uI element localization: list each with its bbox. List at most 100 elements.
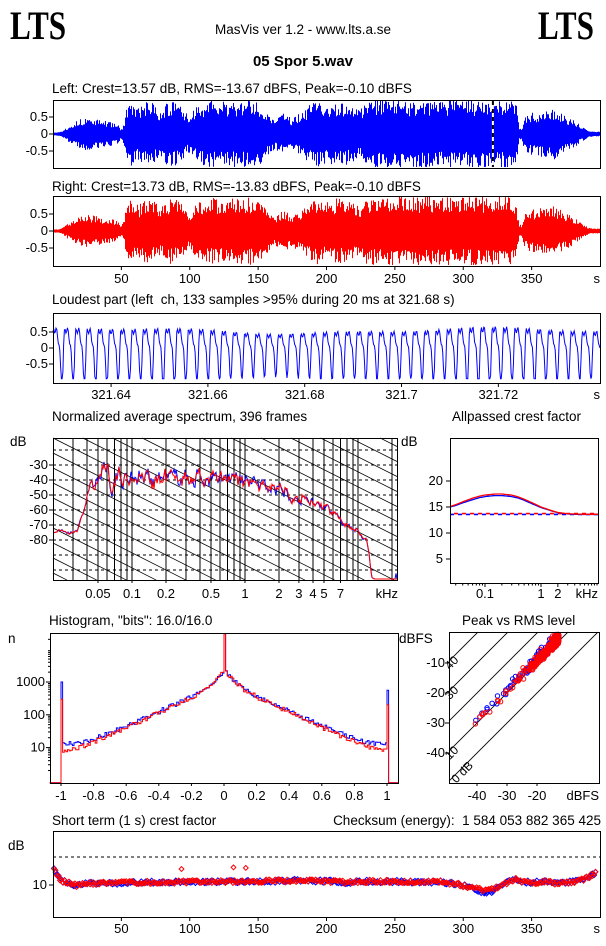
plot-box [53, 831, 601, 918]
crest-point [104, 879, 112, 886]
frame-point-right [477, 714, 483, 720]
frame-point-left [484, 705, 490, 711]
frame-point-right [487, 709, 493, 715]
frame-point-left [494, 693, 501, 699]
frame-point-right [551, 641, 558, 647]
tick-label: 0 [41, 340, 48, 355]
tick-label: s [594, 271, 601, 286]
tick-label: -50 [29, 487, 48, 502]
crest-point [141, 880, 148, 887]
logo-right: LTS [537, 3, 594, 48]
frame-point-right [520, 676, 527, 682]
crest-point [243, 879, 250, 886]
frame-point-left [473, 717, 479, 723]
crest-point [554, 881, 562, 888]
crest-diagonal [448, 631, 599, 782]
waveform-trace [53, 197, 600, 265]
tick-label: -30 [426, 715, 445, 730]
frame-point-left [489, 700, 495, 706]
tick-label: -1 [55, 788, 67, 803]
tick-label: -0.4 [148, 788, 170, 803]
frame-point-right [503, 688, 509, 694]
tick-label: 100 [179, 921, 201, 936]
slope-line [201, 437, 398, 537]
slope-line [52, 542, 127, 581]
crest-point [359, 878, 366, 886]
tick-label: 10 [33, 877, 47, 892]
crest-point [291, 876, 298, 883]
frame-point-right [521, 670, 527, 676]
crest-point [68, 880, 76, 888]
tick-label: -0.5 [26, 143, 48, 158]
waveform-trace [53, 101, 600, 167]
tick-label: 0.5 [30, 206, 48, 221]
crest-point [485, 885, 492, 893]
tick-label: 321.72 [478, 387, 518, 402]
slope-line [112, 437, 395, 581]
tick-label: 350 [521, 921, 543, 936]
allpassed-trace-right [449, 493, 598, 515]
frame-point-right [536, 654, 543, 660]
crest-point [589, 872, 596, 880]
tick-label: 1000 [16, 674, 45, 689]
tick-label: -40 [468, 788, 487, 803]
tick-label: 0.2 [248, 788, 266, 803]
tick-label: 0.4 [280, 788, 298, 803]
tick-label: -30 [29, 457, 48, 472]
tick-label: -0.5 [26, 240, 48, 255]
tick-label: 200 [316, 271, 338, 286]
slope-line [142, 437, 398, 567]
crest-point [178, 865, 185, 873]
frame-point-right [533, 659, 539, 665]
slope-line [52, 452, 306, 581]
tick-label: -80 [29, 532, 48, 547]
tick-label: 150 [247, 921, 269, 936]
tick-label: 5 [436, 551, 443, 566]
crest-point [483, 890, 490, 897]
tick-label: 50 [114, 921, 128, 936]
crest-point [494, 885, 501, 892]
crest-point [230, 864, 237, 871]
frame-point-right [520, 665, 526, 671]
crest-point [324, 878, 331, 885]
slope-line [320, 437, 398, 477]
crest-point [475, 885, 482, 892]
crest-point [390, 877, 398, 884]
tick-label: -0.2 [180, 788, 202, 803]
frame-point-right [507, 686, 514, 692]
crest-diagonal [448, 631, 539, 722]
loudest-trace [52, 326, 601, 381]
crest-diagonal [448, 631, 479, 662]
tick-label: 10 [31, 740, 45, 755]
crest-point [132, 880, 139, 887]
slope-line [290, 437, 398, 492]
crest-point [383, 876, 390, 883]
crest-point [249, 877, 256, 885]
crest-point [130, 879, 137, 886]
tick-label: 15 [429, 499, 443, 514]
crest-point [484, 886, 491, 893]
tick-label: -70 [29, 517, 48, 532]
tick-label: -20 [528, 788, 547, 803]
tick-label: 50 [114, 271, 128, 286]
loudest-title: Loudest part (left ch, 133 samples >95% … [52, 292, 455, 307]
tick-label: -0.6 [115, 788, 137, 803]
right-wave-title: Right: Crest=13.73 dB, RMS=-13.83 dBFS, … [52, 179, 421, 194]
tick-label: 0.2 [157, 586, 175, 601]
histogram-y-unit: n [8, 631, 16, 646]
slope-line [52, 572, 68, 581]
tick-label: 1 [537, 586, 544, 601]
crest-point [222, 879, 229, 887]
allpassed-y-unit: dB [401, 434, 418, 449]
crest-point [509, 878, 516, 885]
crest-point [327, 879, 334, 887]
slope-line [260, 437, 398, 507]
crest-point [372, 879, 380, 886]
tick-label: 20 [429, 473, 443, 488]
slope-line [231, 437, 398, 522]
crest-point [414, 879, 422, 886]
tick-label: 250 [384, 921, 406, 936]
crest-point [461, 881, 468, 888]
tick-label: 321.7 [385, 387, 418, 402]
